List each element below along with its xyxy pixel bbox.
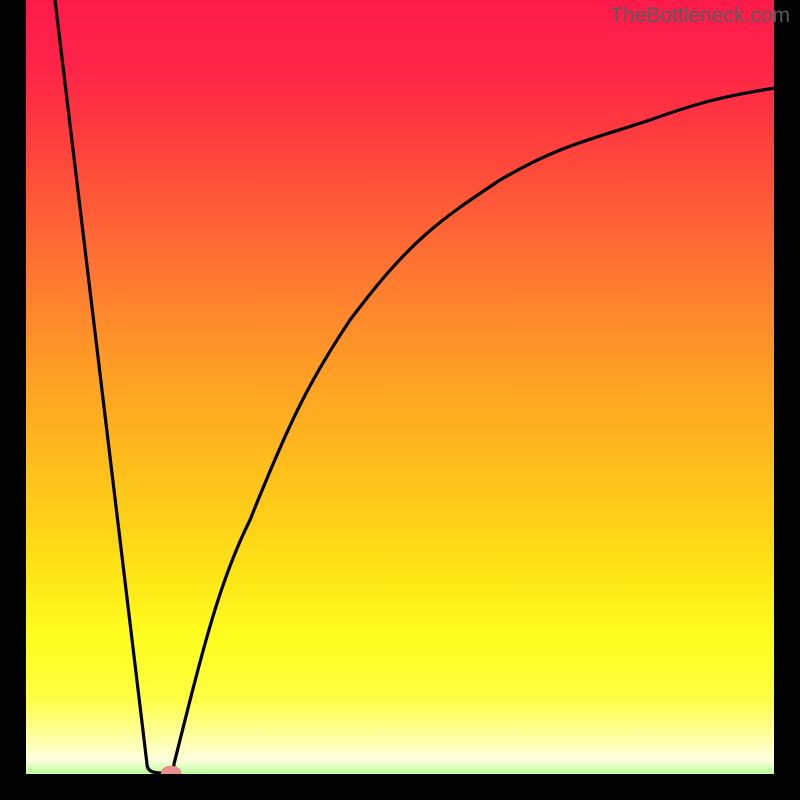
chart-border-left [0,0,26,800]
chart-border-right [774,0,800,800]
chart-border-bottom [0,774,800,800]
chart-container: TheBottleneck.com [0,0,800,800]
gradient-background [0,0,800,800]
bottleneck-chart [0,0,800,800]
watermark-text: TheBottleneck.com [610,4,790,28]
